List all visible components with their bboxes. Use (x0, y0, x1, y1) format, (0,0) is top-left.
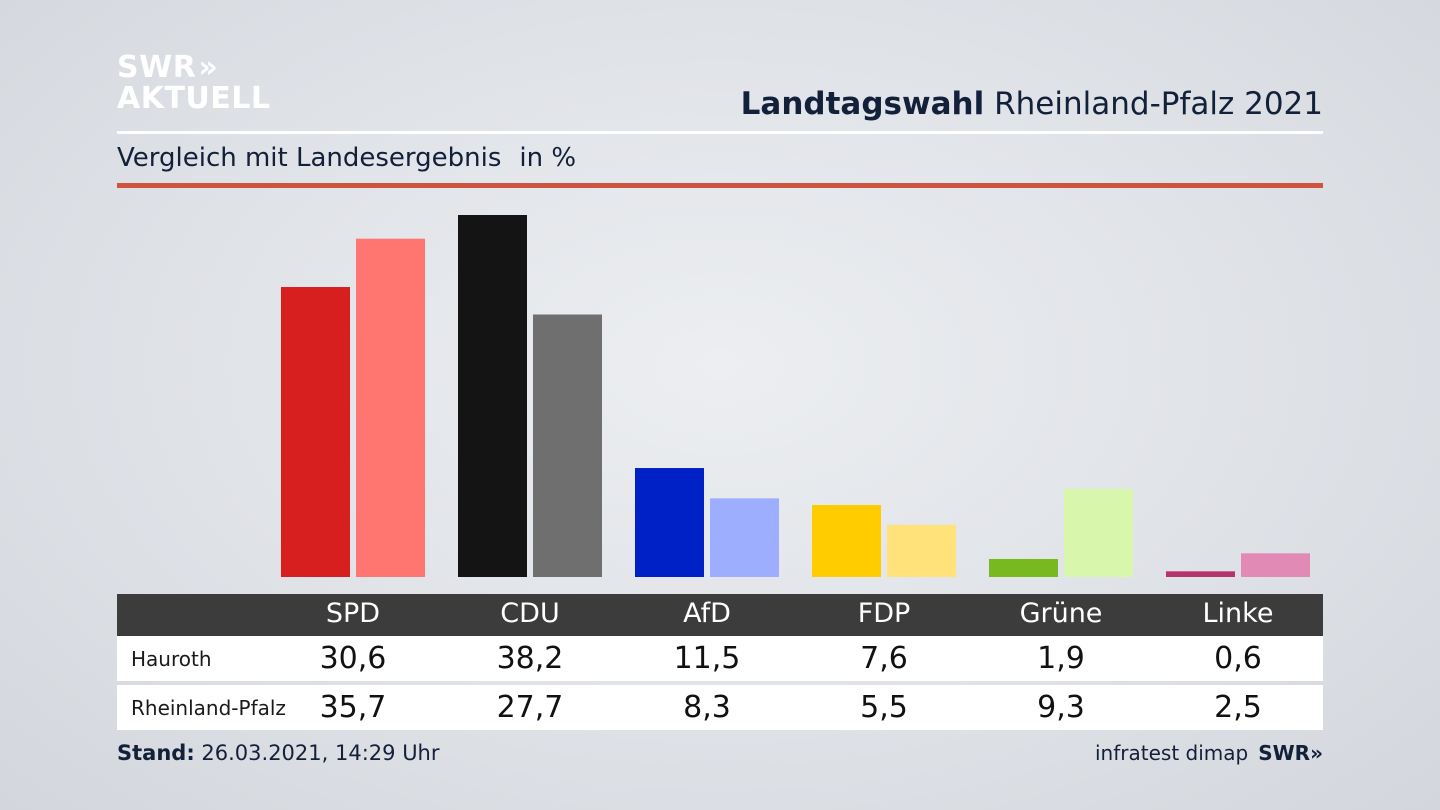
chart-subtitle: Vergleich mit Landesergebnis in % (117, 143, 576, 173)
value-label-gruene-hauroth: 1,9 (1037, 641, 1085, 676)
bar-afd-hauroth (635, 468, 704, 577)
value-label-afd-rheinland-pfalz: 8,3 (683, 690, 731, 725)
bar-fdp-rheinland-pfalz (887, 524, 956, 577)
value-label-gruene-rheinland-pfalz: 9,3 (1037, 690, 1085, 725)
value-label-linke-hauroth: 0,6 (1214, 641, 1262, 676)
source-text: infratest dimap (1095, 741, 1249, 765)
subtitle-text: Vergleich mit Landesergebnis (117, 143, 502, 173)
logo-swr: SWR (117, 50, 197, 85)
value-label-fdp-hauroth: 7,6 (860, 641, 908, 676)
title-bold: Landtagswahl (740, 86, 985, 122)
bar-fdp-hauroth (812, 504, 881, 577)
row-label-hauroth: Hauroth (131, 647, 212, 671)
table-row-hauroth: Hauroth 30,6 38,2 11,5 7,6 1,9 0,6 (117, 636, 1323, 681)
bar-afd-rheinland-pfalz (710, 498, 779, 577)
bar-linke-rheinland-pfalz (1241, 553, 1310, 577)
subtitle-unit: in % (519, 143, 577, 173)
row-label-rheinland-pfalz: Rheinland-Pfalz (131, 696, 286, 720)
bar-gruene-rheinland-pfalz (1064, 488, 1133, 577)
logo-chevrons-icon: » (198, 50, 219, 85)
value-label-afd-hauroth: 11,5 (673, 641, 741, 676)
value-label-cdu-hauroth: 38,2 (496, 641, 564, 676)
page-title: Landtagswahl Rheinland-Pfalz 2021 (741, 86, 1323, 122)
table-header-row: SPD CDU AfD FDP Grüne Linke (117, 594, 1323, 636)
title-divider (117, 131, 1323, 134)
bar-gruene-hauroth (989, 558, 1058, 577)
category-label-fdp: FDP (857, 598, 911, 629)
timestamp: Stand: 26.03.2021, 14:29 Uhr (117, 741, 440, 765)
stand-value: 26.03.2021, 14:29 Uhr (201, 741, 440, 765)
bar-linke-hauroth (1166, 571, 1235, 577)
swr-aktuell-logo: SWR» AKTUELL (117, 52, 271, 114)
category-label-gruene: Grüne (1019, 598, 1103, 629)
value-label-fdp-rheinland-pfalz: 5,5 (860, 690, 908, 725)
value-label-spd-hauroth: 30,6 (319, 641, 387, 676)
bar-cdu-hauroth (458, 215, 527, 577)
title-rest: Rheinland-Pfalz 2021 (994, 86, 1323, 122)
value-label-linke-rheinland-pfalz: 2,5 (1214, 690, 1262, 725)
category-label-linke: Linke (1202, 598, 1274, 629)
results-table: SPD CDU AfD FDP Grüne Linke Hauroth 30,6 38,2 1… (117, 594, 1323, 730)
stand-label: Stand: (117, 741, 195, 765)
bar-cdu-rheinland-pfalz (533, 314, 602, 577)
source-credit: infratest dimap SWR» (1095, 741, 1323, 765)
category-label-spd: SPD (325, 598, 381, 629)
category-label-afd: AfD (683, 598, 731, 629)
swr-small-logo: SWR» (1258, 741, 1323, 765)
value-label-spd-rheinland-pfalz: 35,7 (319, 690, 387, 725)
value-label-cdu-rheinland-pfalz: 27,7 (496, 690, 564, 725)
table-row-rheinland-pfalz: Rheinland-Pfalz 35,7 27,7 8,3 5,5 9,3 2,5 (117, 685, 1323, 730)
bar-spd-rheinland-pfalz (356, 238, 425, 577)
bar-spd-hauroth (281, 287, 350, 577)
logo-aktuell: AKTUELL (117, 81, 271, 116)
category-label-cdu: CDU (500, 598, 560, 629)
accent-rule (117, 183, 1323, 188)
